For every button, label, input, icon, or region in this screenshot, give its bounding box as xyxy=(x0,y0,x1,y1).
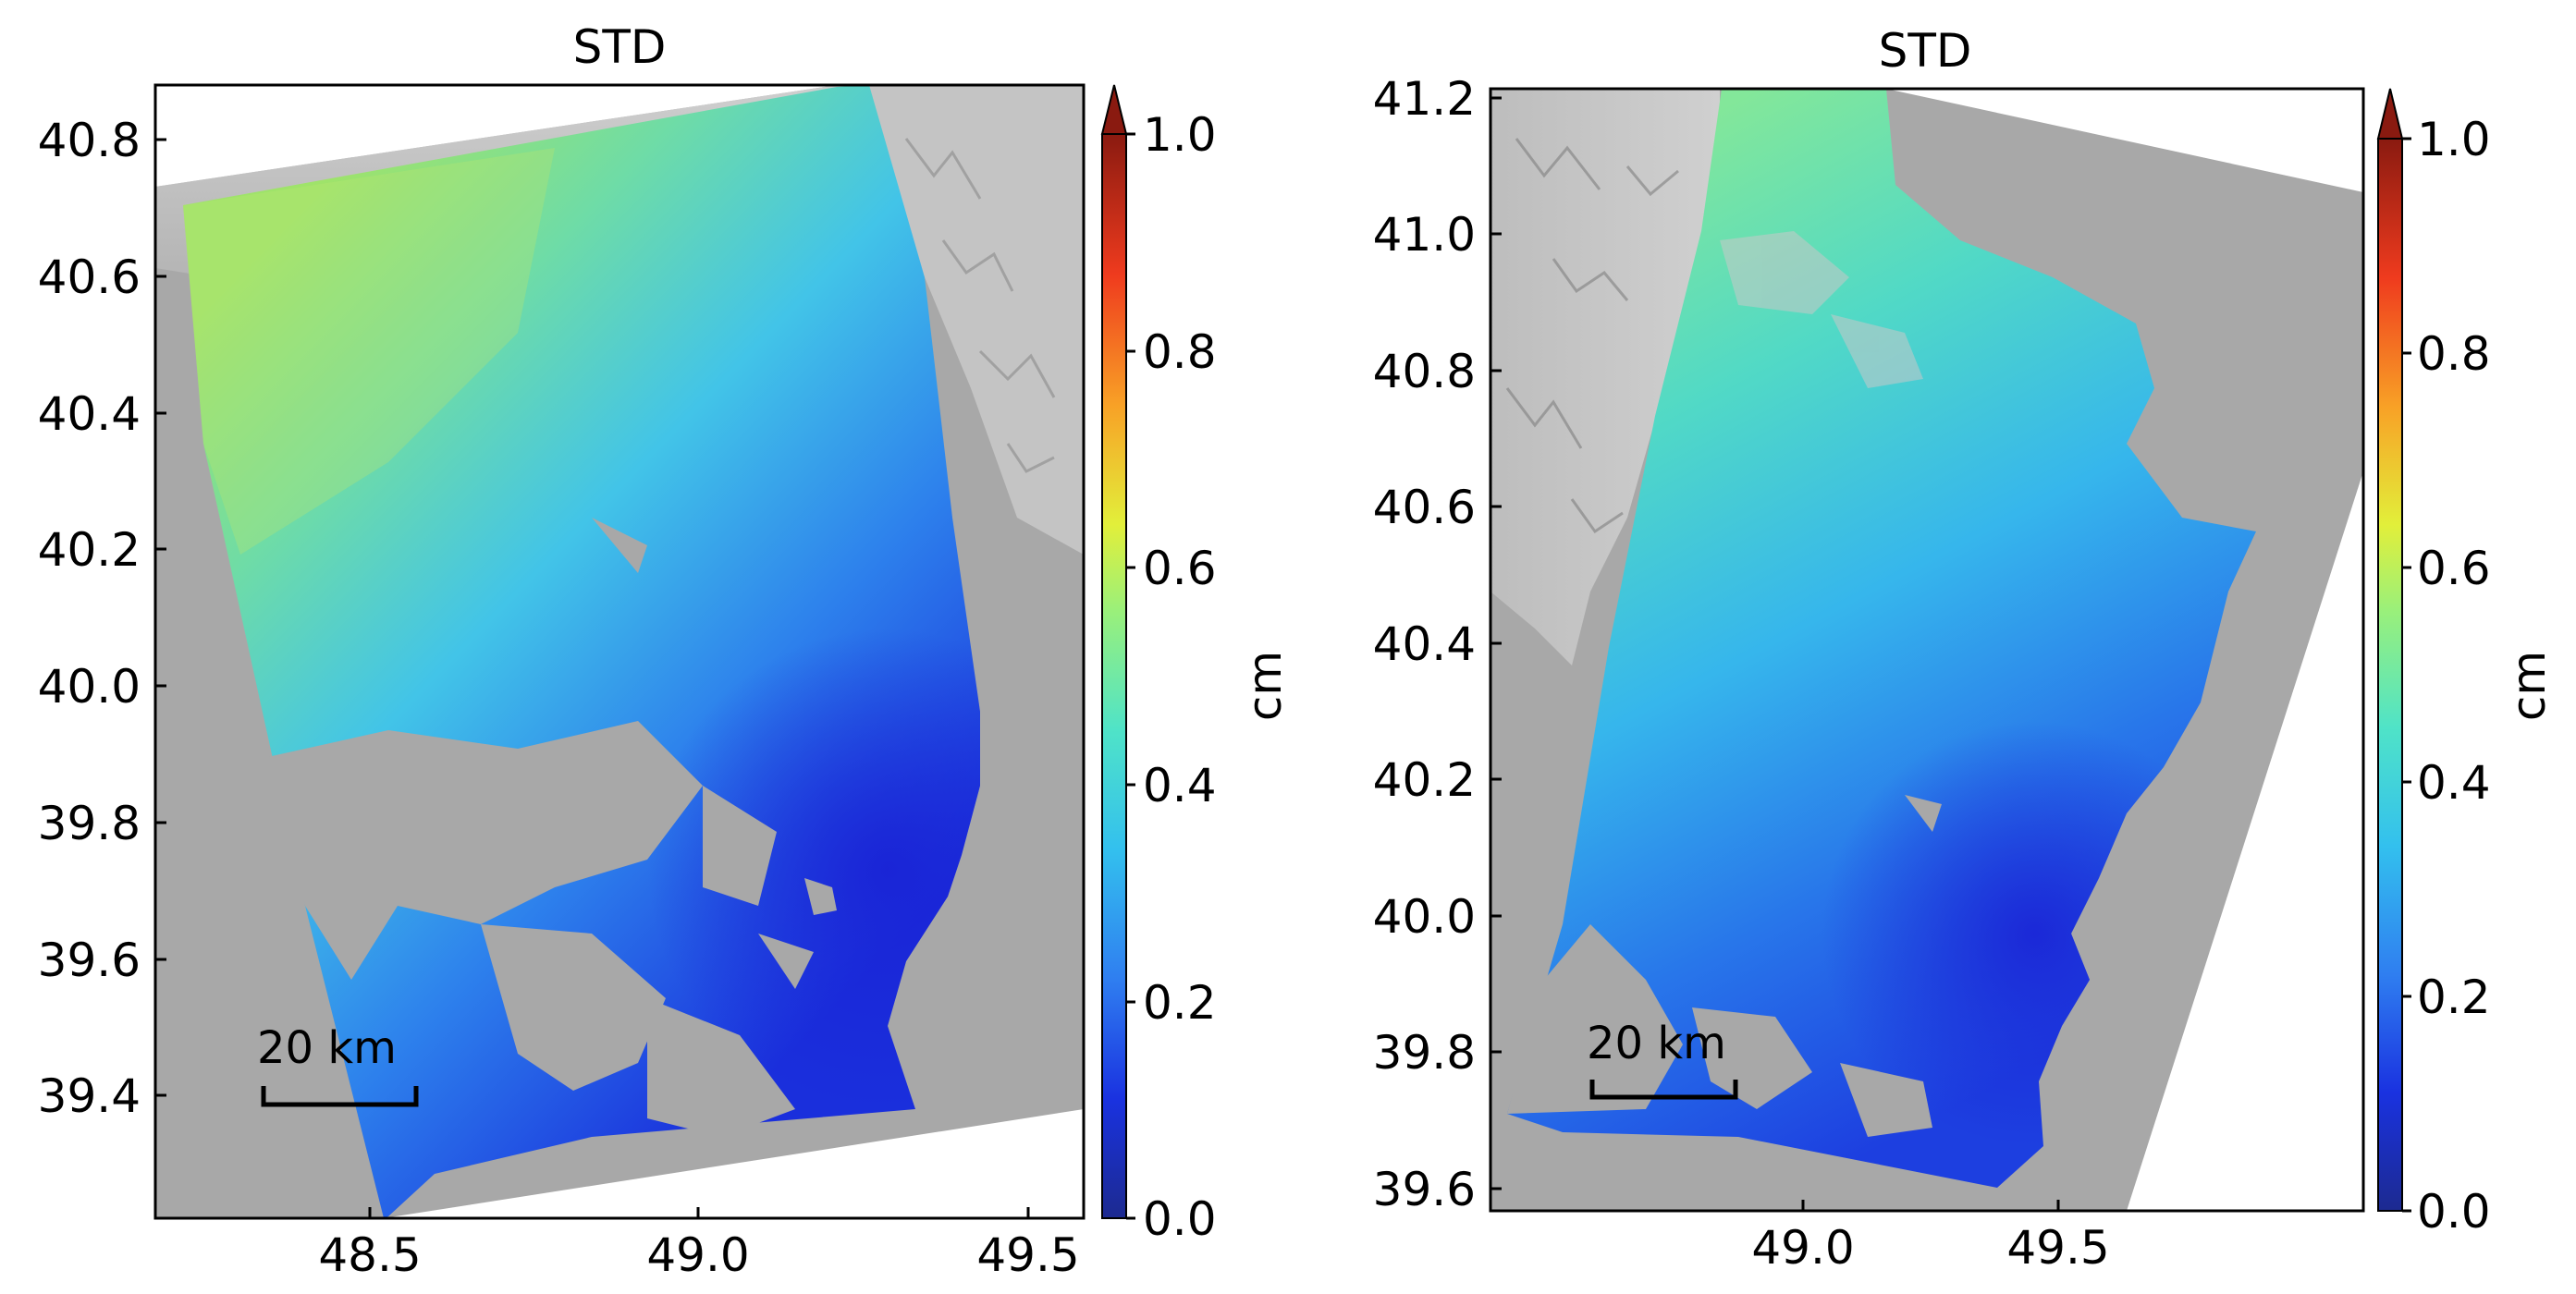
right-colorbar-extend-arrow xyxy=(2376,88,2404,140)
right-map-panel: STD 39.6 39.8 40.0 40.2 40.4 40.6 40.8 4… xyxy=(1373,24,2556,1275)
left-ytick-label: 40.8 xyxy=(38,114,141,167)
right-colorbar-label: cm xyxy=(2502,651,2556,721)
left-colorbar: 0.0 0.2 0.4 0.6 0.8 1.0 cm xyxy=(1100,84,1292,1246)
right-x-axis: 49.0 49.5 xyxy=(1751,1200,2110,1275)
left-scale-bar: 20 km xyxy=(257,1022,419,1107)
left-title: STD xyxy=(573,20,667,74)
right-ytick-label: 41.0 xyxy=(1373,208,1476,262)
right-colorbar-tick: 0.2 xyxy=(2417,970,2491,1024)
right-ytick-label: 40.2 xyxy=(1373,753,1476,807)
right-ytick-label: 39.8 xyxy=(1373,1026,1476,1080)
right-ytick-label: 40.8 xyxy=(1373,345,1476,398)
right-xtick-label: 49.0 xyxy=(1751,1221,1854,1275)
left-y-axis: 39.4 39.6 39.8 40.0 40.2 40.4 40.6 40.8 xyxy=(38,114,166,1123)
right-colorbar-tick: 0.6 xyxy=(2417,542,2491,595)
left-xtick-label: 49.0 xyxy=(646,1228,749,1282)
right-xtick-label: 49.5 xyxy=(2006,1221,2109,1275)
left-ytick-label: 39.8 xyxy=(38,797,141,850)
left-colorbar-tick: 0.8 xyxy=(1143,325,1217,379)
right-scale-bar-label: 20 km xyxy=(1587,1018,1726,1069)
left-x-axis: 48.5 49.0 49.5 xyxy=(318,1207,1080,1282)
right-map-image xyxy=(1490,89,2363,1211)
left-ytick-label: 39.4 xyxy=(38,1069,141,1123)
left-colorbar-extend-arrow xyxy=(1100,84,1128,135)
right-title: STD xyxy=(1879,24,1972,78)
right-y-axis: 39.6 39.8 40.0 40.2 40.4 40.6 40.8 41.0 … xyxy=(1373,72,1502,1216)
right-ytick-label: 40.6 xyxy=(1373,481,1476,534)
left-xtick-label: 49.5 xyxy=(976,1228,1079,1282)
right-scale-bar: 20 km xyxy=(1587,1018,1738,1100)
left-colorbar-tick: 0.2 xyxy=(1143,976,1217,1030)
right-colorbar: 0.0 0.2 0.4 0.6 0.8 1.0 cm xyxy=(2376,88,2556,1239)
left-ytick-label: 40.6 xyxy=(38,250,141,304)
left-colorbar-tick: 1.0 xyxy=(1143,108,1217,162)
right-colorbar-tick: 0.8 xyxy=(2417,327,2491,381)
left-colorbar-tick: 0.0 xyxy=(1143,1192,1217,1246)
left-ytick-label: 40.4 xyxy=(38,387,141,441)
right-colorbar-bar xyxy=(2377,138,2403,1212)
right-ytick-label: 40.4 xyxy=(1373,617,1476,671)
left-colorbar-tick: 0.6 xyxy=(1143,542,1217,595)
left-map-image xyxy=(155,85,1084,1218)
right-ytick-label: 39.6 xyxy=(1373,1163,1476,1216)
left-ytick-label: 39.6 xyxy=(38,934,141,987)
right-colorbar-tick: 0.0 xyxy=(2417,1185,2491,1239)
right-ytick-label: 41.2 xyxy=(1373,72,1476,126)
left-colorbar-bar xyxy=(1101,133,1127,1219)
left-map-panel: STD 39.4 39.6 39.8 40.0 40.2 40.4 40.6 4… xyxy=(38,20,1292,1282)
left-xtick-label: 48.5 xyxy=(318,1228,421,1282)
left-scale-bar-label: 20 km xyxy=(257,1022,397,1074)
right-colorbar-tick: 1.0 xyxy=(2417,113,2491,166)
right-axes-frame xyxy=(1489,87,2365,1213)
right-ytick-label: 40.0 xyxy=(1373,890,1476,944)
left-axes-frame xyxy=(153,83,1086,1220)
left-ytick-label: 40.0 xyxy=(38,660,141,714)
left-colorbar-tick: 0.4 xyxy=(1143,759,1217,812)
left-ytick-label: 40.2 xyxy=(38,523,141,577)
right-colorbar-tick: 0.4 xyxy=(2417,756,2491,810)
left-colorbar-label: cm xyxy=(1238,651,1292,721)
